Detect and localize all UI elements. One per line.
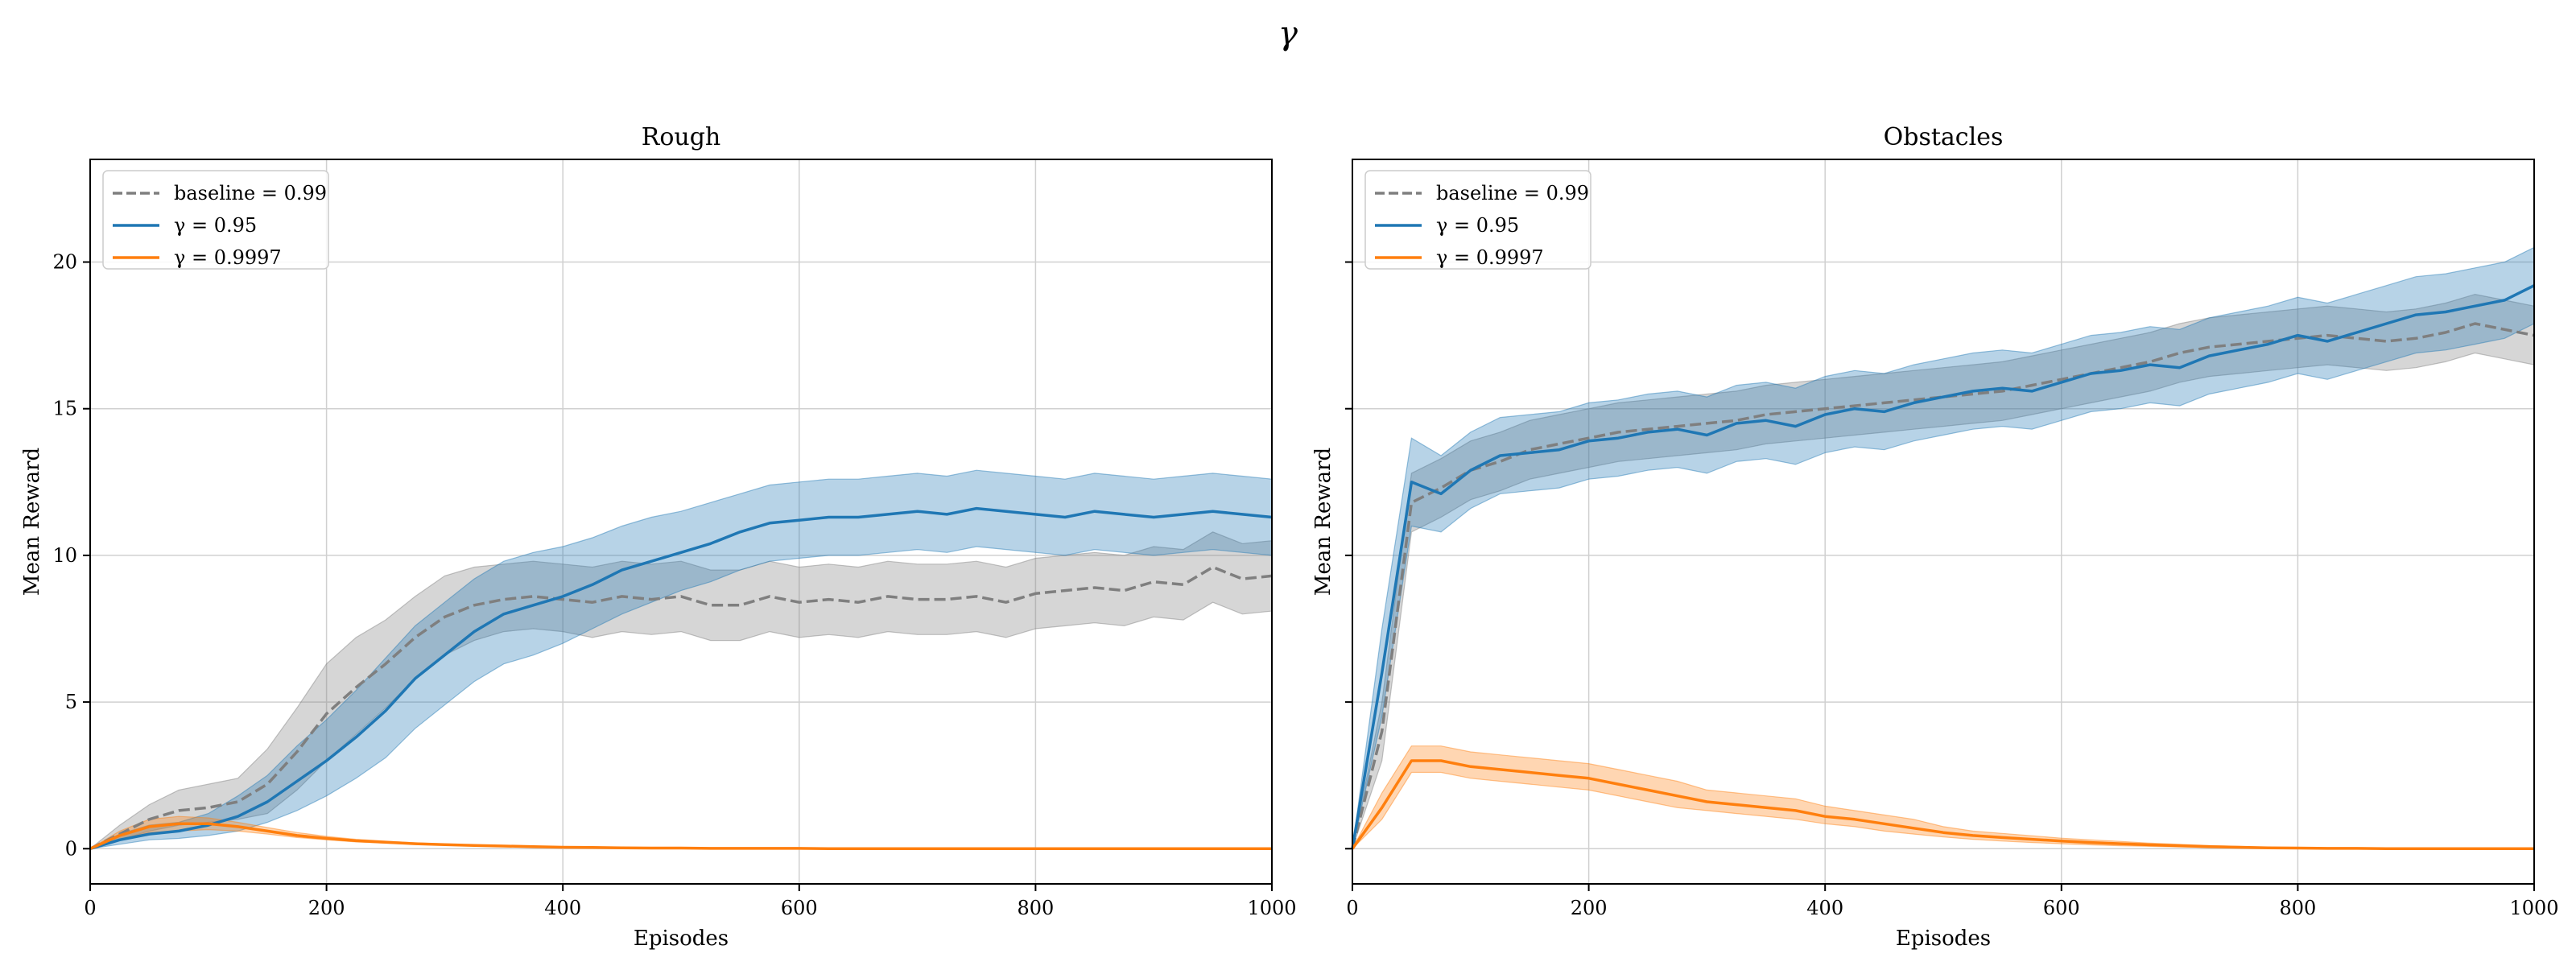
- y-tick-label: 5: [65, 691, 77, 713]
- series-line: [1351, 322, 2535, 849]
- legend-box: [1364, 170, 1591, 270]
- x-tick-label: 600: [781, 897, 818, 919]
- x-tick-label: 800: [1017, 897, 1054, 919]
- axes-frame: [89, 159, 1273, 885]
- x-axis-label: Episodes: [634, 927, 729, 951]
- panel-obstacles: 0 200 400 600 800 1000 Obstacles Episodes Mean R…: [1311, 123, 2559, 951]
- x-tick-label: 400: [1806, 897, 1843, 919]
- y-tick-label: 20: [52, 251, 77, 274]
- legend-label: γ = 0.95: [174, 214, 257, 237]
- legend-label: γ = 0.9997: [1436, 246, 1544, 269]
- y-tick-label: 0: [65, 837, 77, 860]
- x-tick-label: 0: [1346, 897, 1358, 919]
- x-tick-label: 0: [84, 897, 96, 919]
- series-band: [1352, 745, 2534, 849]
- y-tick-label: 15: [52, 398, 77, 420]
- x-tick-label: 200: [1571, 897, 1608, 919]
- series-band: [89, 469, 1273, 849]
- x-tick-label: 600: [2043, 897, 2080, 919]
- y-tick-label: 10: [52, 544, 77, 567]
- x-tick-label: 800: [2279, 897, 2316, 919]
- series-line: [89, 565, 1273, 850]
- x-tick-label: 1000: [2509, 897, 2558, 919]
- panel-title: Obstacles: [1884, 123, 2004, 151]
- series-line: [89, 822, 1272, 851]
- legend-label: baseline = 0.99: [1436, 182, 1589, 204]
- x-tick-label: 1000: [1247, 897, 1296, 919]
- series-line: [89, 506, 1273, 850]
- panel-rough: 0 200 400 600 800 1000 0 5 10 15 20 Rough Episodes Me…: [20, 123, 1297, 951]
- figure-title: γ: [1278, 15, 1298, 52]
- legend-label: baseline = 0.99: [174, 182, 327, 204]
- x-tick-label: 200: [308, 897, 345, 919]
- series-line: [1351, 759, 2534, 851]
- panel-title: Rough: [642, 123, 721, 151]
- axes-frame: [1352, 159, 2535, 885]
- y-axis-label: Mean Reward: [20, 448, 44, 596]
- legend-label: γ = 0.95: [1436, 214, 1519, 237]
- legend-label: γ = 0.9997: [174, 246, 282, 269]
- legend-box: [102, 170, 329, 270]
- x-axis-label: Episodes: [1896, 927, 1991, 951]
- y-axis-label: Mean Reward: [1311, 448, 1335, 596]
- x-tick-label: 400: [544, 897, 581, 919]
- series-line: [1351, 284, 2535, 849]
